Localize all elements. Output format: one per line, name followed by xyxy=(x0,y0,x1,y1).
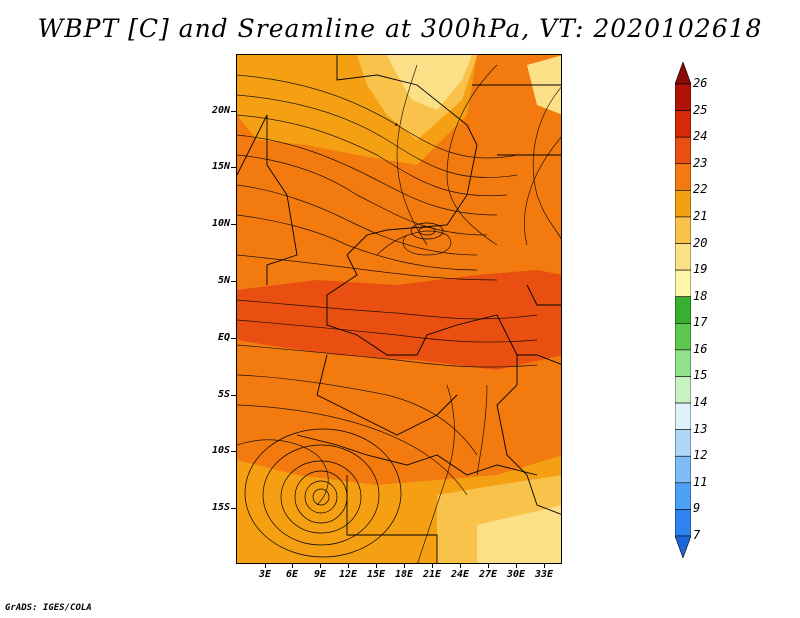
chart-title: WBPT [C] and Sreamline at 300hPa, VT: 20… xyxy=(37,14,763,43)
lat-tick xyxy=(231,281,236,282)
lon-label-21e: 21E xyxy=(422,569,442,580)
colorbar-segment xyxy=(675,110,691,138)
colorbar-segment xyxy=(675,509,691,537)
colorbar-label: 14 xyxy=(693,395,708,410)
grads-credit: GrADS: IGES/COLA xyxy=(5,603,92,613)
colorbar-label: 7 xyxy=(693,528,701,542)
colorbar-label: 11 xyxy=(693,474,708,489)
lon-tick xyxy=(432,563,433,568)
colorbar-segment xyxy=(675,216,691,244)
lat-label-10n: 10N xyxy=(211,218,230,229)
lon-label-24e: 24E xyxy=(450,569,470,580)
colorbar-label: 23 xyxy=(693,155,708,170)
colorbar-segment xyxy=(675,429,691,457)
colorbar-label: 16 xyxy=(693,341,708,356)
colorbar-label: 15 xyxy=(693,368,708,383)
lon-label-6e: 6E xyxy=(285,569,299,580)
colorbar-segment xyxy=(675,296,691,324)
colorbar-segment xyxy=(675,322,691,351)
colorbar-label: 12 xyxy=(693,448,708,463)
lon-tick xyxy=(292,563,293,568)
lon-tick xyxy=(544,563,545,568)
lon-tick xyxy=(265,563,266,568)
lat-label-5s: 5S xyxy=(217,389,230,400)
lat-tick xyxy=(231,508,236,509)
lat-tick xyxy=(231,224,236,225)
lat-label-20n: 20N xyxy=(211,105,230,116)
cyclone-circulation xyxy=(244,222,444,558)
lon-tick xyxy=(348,563,349,568)
lat-label-15s: 15S xyxy=(211,502,230,513)
country-borders xyxy=(237,55,561,563)
colorbar-label: 22 xyxy=(693,182,708,197)
colorbar-top-arrow xyxy=(675,62,691,85)
lon-label-33e: 33E xyxy=(534,569,554,580)
colorbar-label: 17 xyxy=(693,315,708,330)
colorbar-segment xyxy=(675,136,691,165)
colorbar-segment xyxy=(675,482,691,510)
lat-label-15n: 15N xyxy=(211,161,230,172)
wbpt-24-core xyxy=(417,295,537,355)
colorbar-label: 20 xyxy=(693,235,708,250)
wbpt-19-southeast xyxy=(477,505,561,563)
colorbar-segment xyxy=(675,376,691,404)
map-panel xyxy=(236,54,562,564)
lon-label-30e: 30E xyxy=(506,569,526,580)
lon-tick xyxy=(516,563,517,568)
lat-tick xyxy=(231,167,236,168)
lon-tick xyxy=(320,563,321,568)
colorbar-label: 21 xyxy=(693,208,708,223)
lon-label-18e: 18E xyxy=(394,569,414,580)
lon-tick xyxy=(376,563,377,568)
colorbar xyxy=(675,62,691,558)
colorbar-bottom-arrow xyxy=(675,535,691,558)
colorbar-label: 18 xyxy=(693,288,708,303)
lat-label-eq: EQ xyxy=(217,332,230,343)
colorbar-label: 24 xyxy=(693,129,708,144)
lon-label-27e: 27E xyxy=(478,569,498,580)
colorbar-segment xyxy=(675,163,691,191)
colorbar-label: 19 xyxy=(693,262,708,277)
colorbar-segment xyxy=(675,269,691,298)
colorbar-segment xyxy=(675,190,691,218)
colorbar-label: 25 xyxy=(693,102,708,117)
lon-tick xyxy=(404,563,405,568)
colorbar-segment xyxy=(675,455,691,484)
lon-tick xyxy=(488,563,489,568)
lon-label-15e: 15E xyxy=(366,569,386,580)
colorbar-segment xyxy=(675,243,691,271)
lat-label-5n: 5N xyxy=(217,275,230,286)
colorbar-label: 26 xyxy=(693,76,708,90)
lat-tick xyxy=(231,451,236,452)
colorbar-label: 9 xyxy=(693,501,701,516)
lat-tick xyxy=(231,395,236,396)
lat-tick xyxy=(231,338,236,339)
lon-label-12e: 12E xyxy=(338,569,358,580)
lon-label-9e: 9E xyxy=(313,569,327,580)
lon-tick xyxy=(460,563,461,568)
colorbar-segment xyxy=(675,349,691,377)
colorbar-label: 13 xyxy=(693,421,708,436)
wbpt-19-north xyxy=(387,55,472,110)
lon-label-3e: 3E xyxy=(258,569,272,580)
lat-label-10s: 10S xyxy=(211,445,230,456)
colorbar-segment xyxy=(675,402,691,430)
colorbar-segment xyxy=(675,83,691,111)
map-svg xyxy=(237,55,561,563)
lat-tick xyxy=(231,111,236,112)
colorbar-segments xyxy=(675,62,691,558)
streamlines xyxy=(237,64,561,563)
